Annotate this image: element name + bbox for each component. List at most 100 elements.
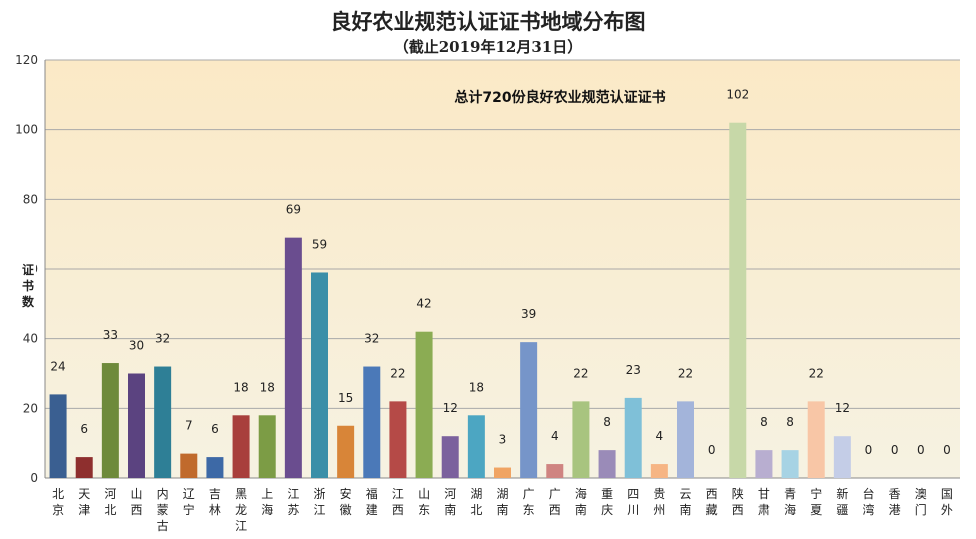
x-tick-label: 宁夏 (810, 486, 822, 517)
bar (467, 415, 485, 478)
bar (598, 450, 616, 478)
bar (180, 453, 198, 478)
chart-subtitle: （截止2019年12月31日） (393, 38, 583, 56)
bar (49, 394, 67, 478)
x-tick-label: 江西 (392, 487, 404, 517)
data-label: 15 (338, 391, 353, 405)
bar (232, 415, 250, 478)
x-tick-label: 山西 (130, 487, 142, 517)
data-label: 0 (708, 443, 716, 457)
data-label: 8 (786, 415, 794, 429)
x-tick-label: 甘肃 (758, 487, 770, 517)
bar (755, 450, 773, 478)
data-label: 24 (50, 359, 65, 373)
data-label: 33 (103, 328, 118, 342)
data-label: 23 (626, 363, 641, 377)
bar (128, 373, 145, 478)
bar (284, 237, 302, 478)
data-label: 32 (364, 332, 379, 346)
grid-lines (45, 59, 960, 409)
data-label: 22 (809, 366, 824, 380)
data-label: 69 (286, 203, 301, 217)
data-label: 42 (416, 297, 431, 311)
x-tick-label: 河北 (104, 487, 116, 517)
data-label: 18 (260, 380, 275, 394)
x-tick-label: 贵州 (653, 487, 665, 517)
bars (49, 122, 851, 478)
data-label: 6 (80, 422, 88, 436)
x-tick-label: 陕西 (732, 486, 744, 517)
bar (677, 401, 694, 478)
bar (546, 464, 564, 478)
bar (101, 363, 119, 478)
x-tick-label: 内蒙古 (157, 487, 169, 533)
x-tick-label: 香港 (889, 487, 901, 517)
x-tick-label: 北京 (52, 487, 64, 517)
bar (650, 464, 668, 478)
y-tick-label: 120 (15, 53, 38, 67)
data-label: 102 (726, 88, 749, 102)
x-tick-label: 湖南 (496, 486, 508, 517)
y-tick-label: 80 (23, 192, 38, 206)
x-tick-label: 湖北 (470, 486, 482, 517)
bar (624, 397, 642, 478)
bar (206, 457, 224, 478)
bar (729, 122, 747, 478)
x-tick-label: 海南 (575, 486, 587, 517)
data-label: 0 (891, 443, 899, 457)
y-tick-label: 0 (30, 471, 38, 485)
data-label: 7 (185, 419, 193, 433)
bar (258, 415, 276, 478)
data-label: 22 (678, 366, 693, 380)
data-label: 8 (760, 415, 768, 429)
bar (494, 467, 511, 478)
data-label: 18 (469, 380, 484, 394)
y-tick-label: 20 (23, 401, 38, 415)
bar (75, 457, 93, 478)
data-label: 22 (390, 366, 405, 380)
x-tick-label: 江苏 (287, 487, 299, 517)
y-tick-label: 100 (15, 123, 38, 137)
x-tick-label: 国外 (941, 487, 953, 517)
data-label: 4 (656, 429, 664, 443)
x-tick-label: 河南 (444, 487, 456, 517)
data-label: 3 (499, 433, 507, 447)
x-tick-label: 广西 (549, 487, 561, 517)
x-tick-label: 广东 (523, 487, 535, 517)
data-label: 12 (835, 401, 850, 415)
x-tick-label: 吉林 (209, 487, 221, 517)
data-label: 18 (233, 380, 248, 394)
bar (520, 342, 538, 478)
x-tick-label: 福建 (366, 486, 378, 517)
bar (337, 425, 355, 478)
data-labels: 24 6 33 30 32 7 6 18 18 69 59 15 32 22 42 12 18 3 39 4 22 8 23… (50, 88, 950, 457)
data-label: 30 (129, 339, 144, 353)
chart-annotation: 总计720份良好农业规范认证证书 (454, 89, 665, 106)
bar (363, 366, 381, 478)
x-tick-label: 天津 (78, 487, 90, 517)
bar (441, 436, 459, 478)
data-label: 0 (865, 443, 873, 457)
bar (389, 401, 407, 478)
x-tick-label: 西藏 (706, 487, 718, 517)
data-label: 8 (603, 415, 611, 429)
data-label: 32 (155, 332, 170, 346)
x-tick-label: 重庆 (601, 487, 613, 517)
bar (833, 436, 851, 478)
x-tick-label: 安徽 (340, 486, 352, 517)
y-tick-label: 40 (23, 332, 38, 346)
y-axis-label: 证书数 (20, 262, 36, 310)
x-tick-label: 四川 (627, 487, 639, 517)
data-label: 0 (917, 443, 925, 457)
x-tick-label: 台湾 (862, 486, 874, 517)
x-tick-label: 上海 (261, 487, 273, 517)
data-label: 59 (312, 237, 327, 251)
data-label: 22 (573, 366, 588, 380)
x-tick-label: 浙江 (313, 487, 325, 517)
bar (415, 331, 433, 478)
bar (807, 401, 825, 478)
bar (154, 366, 172, 478)
data-label: 39 (521, 307, 536, 321)
